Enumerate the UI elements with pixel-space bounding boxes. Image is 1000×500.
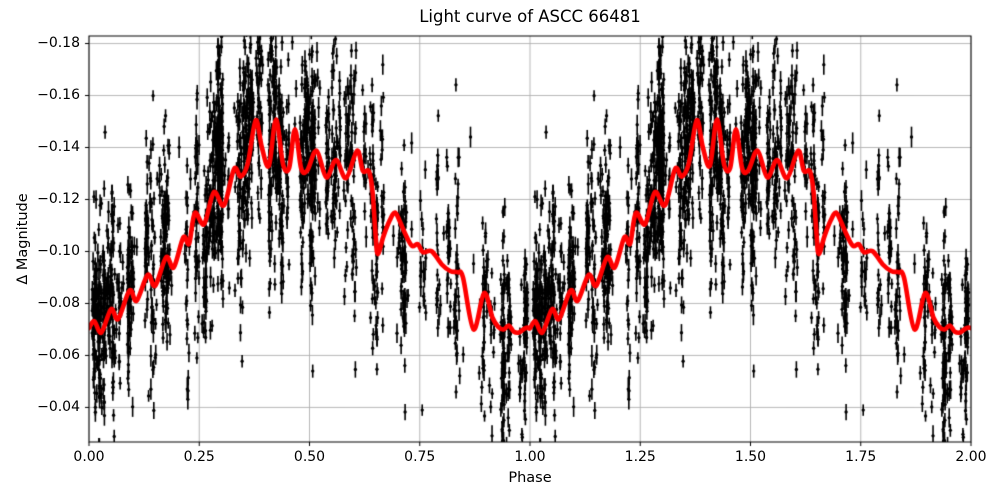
x-tick-label: 1.25 bbox=[624, 449, 656, 465]
y-tick-label: −0.04 bbox=[37, 398, 80, 415]
y-tick-label: −0.16 bbox=[37, 87, 80, 104]
x-axis-label: Phase bbox=[508, 470, 552, 486]
x-tick-label: 2.00 bbox=[955, 449, 987, 465]
x-tick-label: 0.50 bbox=[293, 449, 326, 465]
x-tick-label: 0.75 bbox=[404, 449, 436, 465]
y-tick-label: −0.12 bbox=[37, 190, 80, 207]
y-tick-label: −0.06 bbox=[37, 346, 80, 363]
x-tick-label: 1.75 bbox=[845, 449, 877, 465]
y-tick-label: −0.08 bbox=[37, 294, 80, 311]
chart-title: Light curve of ASCC 66481 bbox=[419, 7, 641, 26]
y-tick-label: −0.18 bbox=[37, 35, 80, 52]
x-tick-label: 0.00 bbox=[73, 449, 105, 465]
x-tick-label: 1.50 bbox=[734, 449, 767, 465]
y-tick-label: −0.14 bbox=[37, 139, 80, 155]
x-tick-label: 1.00 bbox=[514, 449, 546, 465]
y-tick-label: −0.10 bbox=[37, 242, 80, 259]
x-tick-label: 0.25 bbox=[183, 449, 215, 465]
